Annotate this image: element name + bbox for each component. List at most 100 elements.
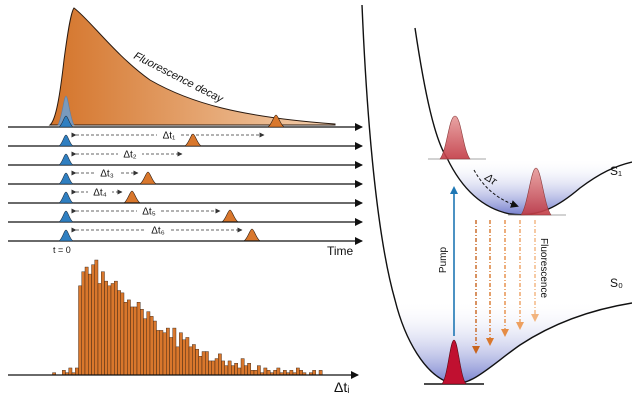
histogram-bar [169, 337, 173, 376]
histogram-bar [159, 330, 164, 376]
histogram-bar [110, 283, 115, 376]
histogram-bar [253, 370, 258, 376]
delay-label: Δt₆ [151, 226, 165, 237]
histogram-bar [143, 318, 147, 376]
delay-label: Δt₄ [93, 188, 107, 199]
photon-peak [184, 133, 202, 147]
histogram-bar [221, 360, 225, 376]
histogram-bar [214, 358, 219, 376]
histogram-bar [166, 327, 170, 376]
histogram-bar [133, 306, 138, 376]
histogram-bar [78, 285, 82, 376]
relaxed-wavepacket [520, 167, 552, 216]
histogram-bar [224, 365, 229, 376]
photon-peak [267, 114, 285, 128]
excited-wavepacket [439, 115, 471, 160]
decay-panel: Fluorescence decay [48, 7, 336, 126]
histogram-bar [91, 264, 95, 376]
histogram-bar [266, 370, 271, 376]
s0-potential-curve [361, 4, 632, 385]
excitation-peak [58, 172, 74, 185]
histogram-bar [263, 367, 268, 376]
relaxation-arrow [473, 169, 519, 208]
histogram-bar [192, 344, 196, 376]
histogram-bar [218, 353, 222, 376]
histogram-bar [75, 367, 79, 376]
time-axis-label: Time [327, 244, 354, 258]
histogram-bar [62, 370, 66, 376]
histogram-bar [276, 367, 281, 376]
histogram-bar [182, 339, 186, 376]
histogram-bar [104, 280, 108, 376]
delay-label: Δt₂ [123, 150, 136, 161]
histogram-bar [211, 360, 216, 376]
histogram-bar [231, 365, 235, 376]
histogram-bar [296, 367, 300, 376]
histogram-axis-label: Δtᵢ [334, 379, 349, 395]
s0-state-label: S₀ [610, 276, 623, 290]
histogram-bar [234, 363, 238, 376]
histogram-bar [127, 299, 131, 376]
fluorescence-label: Fluorescence [538, 238, 549, 298]
histogram-bar [68, 367, 73, 376]
photon-peak [243, 228, 261, 242]
histogram-bar [175, 346, 180, 376]
histogram-bar [318, 370, 323, 376]
histogram-bar [114, 280, 118, 376]
s1-potential-curve [414, 27, 632, 216]
excitation-peak [58, 191, 74, 204]
histogram-bar [146, 311, 151, 376]
histogram-bar [195, 348, 199, 376]
histogram-bar [257, 365, 261, 376]
histogram-bar [130, 306, 134, 376]
histogram-bar [81, 271, 86, 376]
delay-label: Δt₅ [142, 207, 156, 218]
photon-timing-rows: Δt₁ Δt₂ Δt₃ Δt₄ Δt₅ [8, 114, 363, 258]
decay-curve [48, 7, 336, 126]
irf-pulse [57, 95, 75, 126]
histogram-bar [240, 358, 245, 376]
histogram-bar [273, 370, 277, 376]
excitation-peak [58, 134, 74, 147]
histogram-bar [237, 367, 242, 376]
histogram-bar [117, 290, 121, 376]
energy-diagram: Pump Δτ Fluorescence S₁ S₀ [361, 4, 632, 385]
histogram-bar [299, 370, 303, 376]
pump-label: Pump [438, 247, 449, 274]
histogram-bars [52, 259, 323, 376]
histogram-bar [97, 283, 102, 376]
histogram-bar [156, 330, 160, 376]
histogram-bar [123, 302, 128, 376]
delay-label: Δt₃ [100, 169, 114, 180]
histogram-bar [140, 309, 144, 376]
histogram-bar [205, 351, 209, 376]
histogram-bar [120, 292, 125, 376]
histogram-bar [250, 370, 255, 376]
histogram-bar [188, 346, 193, 376]
histogram-bar [153, 320, 157, 376]
excitation-pulse [441, 339, 467, 385]
excitation-peak [58, 229, 74, 242]
excitation-peak [58, 153, 74, 166]
histogram-bar [149, 316, 154, 376]
histogram-bar [289, 370, 294, 376]
histogram-bar [162, 332, 167, 376]
histogram-bar [247, 363, 251, 376]
histogram-bar [201, 351, 206, 376]
histogram-bar [227, 360, 232, 376]
histogram-bar [84, 266, 89, 376]
histogram-bar [94, 259, 99, 376]
histogram-bar [312, 370, 316, 376]
excitation-peak [58, 115, 74, 128]
delay-label: Δt₁ [163, 131, 176, 142]
histogram-bar [101, 271, 105, 376]
histogram-bar [88, 273, 92, 376]
histogram-bar [179, 332, 183, 376]
s1-state-label: S₁ [610, 164, 622, 178]
time-zero-label: t = 0 [53, 245, 71, 255]
histogram-bar [185, 337, 190, 376]
histogram-bar [244, 365, 248, 376]
histogram: Δtᵢ [8, 259, 359, 395]
excitation-peak [58, 210, 74, 223]
